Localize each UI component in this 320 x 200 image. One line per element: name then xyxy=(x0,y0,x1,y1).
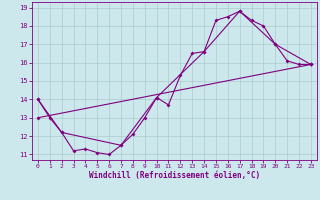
X-axis label: Windchill (Refroidissement éolien,°C): Windchill (Refroidissement éolien,°C) xyxy=(89,171,260,180)
